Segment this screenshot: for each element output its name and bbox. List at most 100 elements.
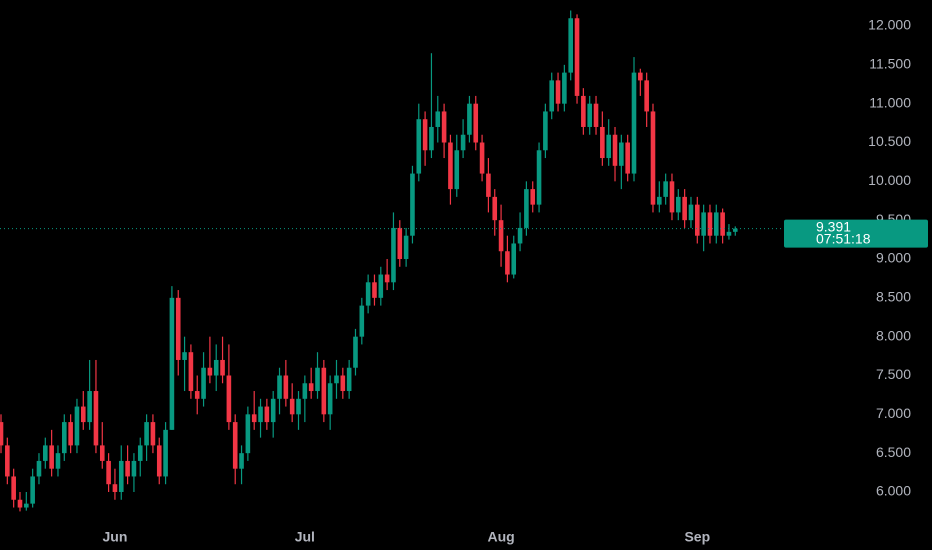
candle-body [422, 119, 428, 151]
candle-body [384, 274, 390, 283]
candle-body [74, 406, 80, 446]
candle-body [5, 445, 10, 477]
candle-body [378, 274, 384, 298]
candle-body [353, 336, 358, 368]
candle-body [220, 359, 225, 376]
candle-body [62, 422, 67, 454]
y-tick-label: 10.500 [868, 133, 911, 149]
candle-body [555, 80, 561, 104]
candle-body [625, 142, 630, 174]
candle-body [695, 204, 700, 236]
candle-body [479, 142, 485, 174]
candle-body [644, 80, 649, 112]
candle-body [169, 297, 175, 430]
candle-body [201, 367, 206, 399]
candle-body [713, 212, 719, 236]
candle-body [327, 383, 333, 415]
y-tick-label: 6.500 [876, 444, 911, 460]
candle-body [498, 220, 504, 252]
candle-body [131, 460, 137, 477]
candle-body [403, 235, 409, 260]
candle-body [49, 445, 54, 469]
candle-body [302, 383, 308, 399]
candle-body [688, 204, 694, 221]
candle-body [334, 375, 339, 384]
candle-body [359, 305, 365, 337]
y-tick-label: 9.000 [876, 250, 911, 266]
candle-body [726, 231, 732, 236]
candle-body [606, 134, 611, 159]
candle-body [650, 111, 656, 205]
candle-body [296, 398, 301, 415]
candle-body [568, 18, 573, 73]
candle-body [283, 375, 289, 399]
candle-body [524, 189, 529, 228]
y-tick-label: 8.000 [876, 327, 911, 343]
candle-body [137, 445, 143, 461]
candle-body [106, 460, 111, 485]
candle-body [277, 375, 282, 399]
candle-body [112, 484, 118, 492]
candle-body [207, 367, 213, 376]
candle-body [732, 228, 738, 232]
candle-body [505, 251, 510, 275]
candle-body [93, 391, 99, 446]
candle-body [410, 173, 415, 236]
candle-body [289, 398, 295, 415]
candle-body [365, 282, 371, 306]
candle-body [657, 196, 662, 205]
candle-body [530, 189, 536, 205]
candle-body [321, 367, 327, 415]
candle-body [669, 181, 675, 213]
candle-body [416, 119, 422, 174]
candle-body [511, 243, 517, 275]
candle-body [24, 503, 29, 508]
candle-body [631, 72, 637, 174]
candle-body [562, 72, 567, 104]
candle-body [43, 445, 48, 461]
candle-body [156, 445, 162, 477]
candle-body [441, 111, 447, 143]
candle-body [448, 142, 453, 190]
candle-body [0, 422, 4, 446]
candle-body [239, 453, 244, 469]
candle-body [492, 196, 498, 221]
candle-body [125, 460, 130, 477]
candle-body [536, 150, 542, 205]
y-tick-label: 11.500 [869, 56, 911, 72]
y-tick-label: 6.000 [876, 483, 911, 499]
candle-body [701, 212, 706, 236]
candle-body [163, 429, 168, 477]
candle-body [213, 359, 219, 376]
y-tick-label: 10.000 [868, 172, 911, 188]
candle-body [612, 134, 618, 166]
y-tick-label: 12.000 [868, 17, 911, 33]
candle-body [720, 212, 725, 236]
y-tick-label: 7.500 [876, 366, 911, 382]
candle-body [87, 391, 92, 423]
candle-body [587, 103, 592, 127]
candle-body [144, 422, 149, 446]
y-tick-label: 11.000 [869, 94, 911, 110]
candle-body [308, 383, 314, 392]
candle-body [245, 414, 251, 454]
candle-body [549, 80, 555, 112]
candle-body [175, 297, 181, 360]
candle-body [638, 72, 643, 81]
candle-body [486, 173, 491, 197]
candle-body [707, 212, 713, 236]
candle-body [118, 460, 124, 492]
last-price-label: 9.391 [816, 218, 851, 234]
candle-body [593, 103, 599, 127]
candle-body [17, 499, 23, 508]
candle-body [600, 126, 605, 159]
candle-body [270, 398, 276, 423]
candle-body [340, 375, 346, 392]
x-tick-label: Jun [102, 529, 127, 545]
candle-body [574, 18, 580, 96]
candle-body [11, 476, 16, 500]
candle-body [467, 103, 472, 135]
candle-body [36, 460, 42, 477]
